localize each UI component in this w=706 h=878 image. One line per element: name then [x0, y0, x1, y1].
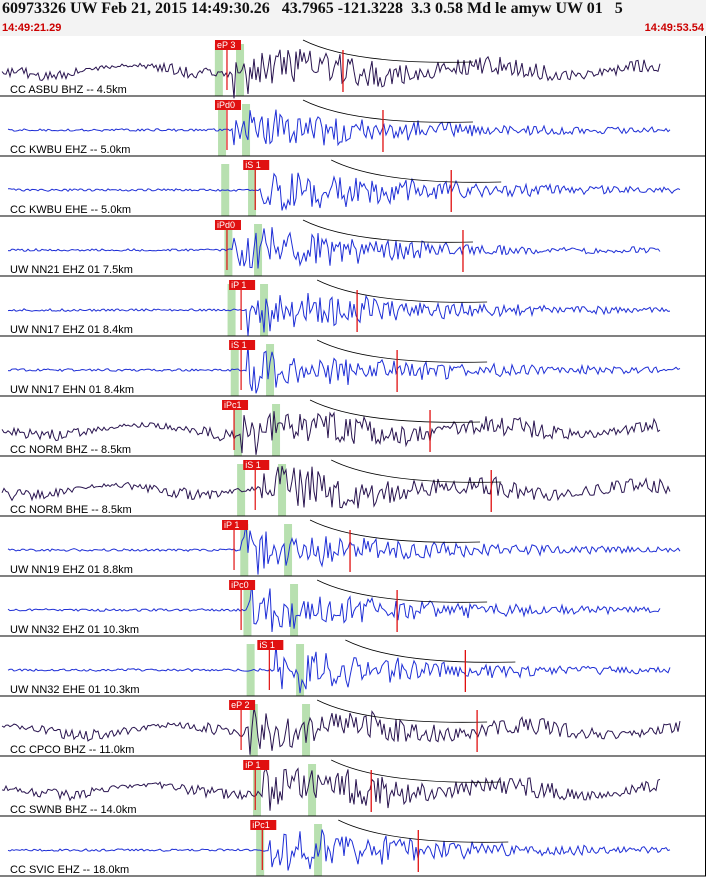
- pick-label: eP 3: [217, 40, 235, 50]
- coda-envelope: [331, 459, 502, 483]
- seismogram-header: 60973326 UW Feb 21, 2015 14:49:30.26 43.…: [0, 0, 706, 36]
- coda-envelope: [316, 579, 488, 603]
- station-label: UW NN21 EHZ 01 7.5km: [10, 264, 133, 276]
- pick-window-band: [242, 104, 251, 156]
- pick-label: iS 1: [245, 460, 261, 470]
- station-label: UW NN19 EHZ 01 8.8km: [10, 564, 133, 576]
- pick-marker: [214, 100, 241, 110]
- pick-marker: [229, 580, 256, 590]
- coda-envelope: [331, 759, 502, 783]
- waveform-trace: [1, 465, 671, 509]
- pick-window-band: [302, 704, 311, 756]
- station-label: CC NORM BHE -- 8.5km: [10, 504, 132, 516]
- pick-window-band: [260, 284, 269, 336]
- coda-envelope: [302, 99, 473, 123]
- pick-window-band: [284, 524, 293, 576]
- pick-window-band: [278, 464, 287, 516]
- pick-window-band: [230, 344, 239, 396]
- pick-window-band: [252, 764, 261, 816]
- pick-window-band: [246, 644, 255, 696]
- pick-window-band: [290, 584, 299, 636]
- coda-envelope: [316, 699, 488, 723]
- pick-label: iPd0: [217, 100, 235, 110]
- pick-label: iS 1: [259, 640, 275, 650]
- coda-envelope: [302, 39, 473, 63]
- pick-label: iPc0: [231, 580, 249, 590]
- waveform-trace: [7, 227, 661, 269]
- coda-envelope: [302, 219, 473, 243]
- station-label: UW NN17 EHN 01 8.4km: [10, 384, 134, 396]
- waveform-trace: [7, 523, 681, 575]
- pick-marker: [222, 400, 249, 410]
- pick-label: iS 1: [245, 160, 261, 170]
- pick-label: eP 2: [231, 700, 249, 710]
- coda-envelope: [345, 639, 516, 663]
- seismogram-traces: eP 3 CC ASBU BHZ -- 4.5km iPd0 CC KWBU EHZ …: [0, 36, 706, 877]
- waveform-trace: [7, 829, 671, 871]
- event-title: 60973326 UW Feb 21, 2015 14:49:30.26 43.…: [2, 0, 623, 17]
- pick-window-band: [308, 764, 317, 816]
- pick-window-band: [233, 404, 242, 456]
- station-label: UW NN17 EHZ 01 8.4km: [10, 324, 133, 336]
- pick-window-band: [314, 824, 323, 876]
- station-label: CC KWBU EHE -- 5.0km: [10, 204, 131, 216]
- time-start-label: 14:49:21.29: [2, 22, 62, 34]
- coda-envelope: [331, 159, 502, 183]
- station-label: CC NORM BHZ -- 8.5km: [10, 444, 131, 456]
- pick-label: iP 1: [245, 760, 260, 770]
- pick-label: iPd0: [217, 220, 235, 230]
- pick-label: iP 1: [231, 280, 246, 290]
- pick-marker: [243, 460, 270, 470]
- waveform-trace: [1, 49, 661, 99]
- station-label: CC CPCO BHZ -- 11.0km: [10, 744, 134, 756]
- pick-window-band: [236, 44, 245, 96]
- coda-envelope: [338, 819, 509, 843]
- station-label: CC ASBU BHZ -- 4.5km: [10, 84, 127, 96]
- waveform-trace: [7, 292, 671, 336]
- pick-window-band: [296, 644, 305, 696]
- station-label: CC KWBU EHZ -- 5.0km: [10, 144, 130, 156]
- station-label: UW NN32 EHE 01 10.3km: [10, 684, 140, 696]
- waveform-trace: [7, 644, 671, 694]
- pick-window-band: [240, 524, 249, 576]
- pick-marker: [229, 340, 256, 350]
- pick-marker: [243, 160, 270, 170]
- pick-marker: [250, 820, 277, 830]
- waveform-trace: [1, 411, 661, 455]
- waveform-trace: [7, 344, 681, 394]
- coda-envelope: [309, 519, 481, 543]
- station-label: CC SWNB BHZ -- 14.0km: [10, 804, 137, 816]
- pick-marker: [214, 220, 241, 230]
- pick-marker: [222, 520, 249, 530]
- pick-window-band: [214, 44, 223, 96]
- pick-window-band: [237, 464, 246, 516]
- pick-marker: [229, 280, 256, 290]
- coda-envelope: [316, 279, 488, 303]
- pick-label: iP 1: [224, 520, 239, 530]
- coda-envelope: [316, 339, 488, 363]
- pick-marker: [257, 640, 284, 650]
- pick-window-band: [254, 224, 263, 276]
- coda-envelope: [309, 399, 481, 423]
- pick-window-band: [243, 584, 252, 636]
- waveform-trace: [7, 172, 681, 211]
- pick-window-band: [249, 704, 258, 756]
- waveform-trace: [7, 583, 661, 633]
- waveform-trace: [1, 707, 681, 755]
- pick-window-band: [224, 224, 233, 276]
- waveform-trace: [1, 766, 661, 811]
- pick-marker: [214, 40, 241, 50]
- pick-label: iPc1: [252, 820, 270, 830]
- waveform-trace: [7, 109, 671, 147]
- pick-marker: [229, 700, 256, 710]
- station-label: CC SVIC EHZ -- 18.0km: [10, 864, 129, 876]
- station-label: UW NN32 EHZ 01 10.3km: [10, 624, 139, 636]
- pick-marker: [243, 760, 270, 770]
- pick-window-band: [266, 344, 275, 396]
- pick-label: iS 1: [231, 340, 247, 350]
- time-end-label: 14:49:53.54: [644, 22, 704, 34]
- pick-label: iPc1: [224, 400, 242, 410]
